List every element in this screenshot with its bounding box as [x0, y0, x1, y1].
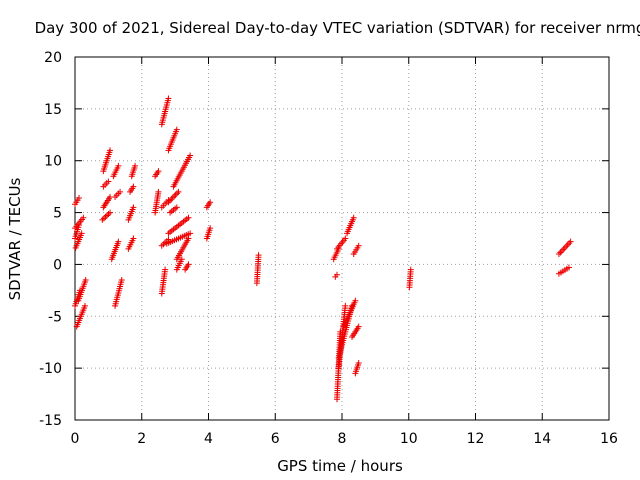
x-tick-label: 14 — [533, 431, 551, 447]
x-axis-label: GPS time / hours — [277, 457, 403, 475]
y-tick-label: 5 — [53, 206, 62, 222]
y-tick-label: -5 — [48, 309, 62, 325]
data-point — [155, 188, 162, 195]
data-point — [115, 162, 122, 169]
data-point — [172, 191, 179, 198]
data-point — [165, 95, 172, 102]
data-point — [352, 297, 359, 304]
data-point — [171, 193, 178, 200]
data-point — [350, 214, 357, 221]
x-tick-label: 12 — [467, 431, 485, 447]
data-point — [107, 147, 114, 154]
data-points — [72, 95, 574, 403]
y-tick-label: 15 — [44, 102, 62, 118]
data-point — [355, 323, 362, 330]
y-tick-label: 20 — [44, 50, 62, 66]
data-point — [185, 214, 192, 221]
y-tick-label: 10 — [44, 154, 62, 170]
data-point — [175, 188, 182, 195]
x-tick-label: 8 — [338, 431, 347, 447]
data-point — [178, 256, 185, 263]
y-tick-labels: -15 -10 -5 0 5 10 15 20 — [39, 50, 62, 429]
chart-title: Day 300 of 2021, Sidereal Day-to-day VTE… — [35, 19, 640, 37]
data-point — [173, 204, 180, 211]
y-axis-label: SDTVAR / TECUs — [6, 177, 24, 300]
x-tick-label: 2 — [137, 431, 146, 447]
data-point — [165, 199, 172, 206]
data-point — [166, 197, 173, 204]
data-point — [117, 188, 124, 195]
data-point — [130, 204, 137, 211]
data-point — [130, 235, 137, 242]
data-point — [130, 183, 137, 190]
data-point — [155, 168, 162, 175]
data-point — [355, 359, 362, 366]
data-point — [107, 209, 114, 216]
data-point — [76, 195, 83, 202]
x-tick-label: 0 — [71, 431, 80, 447]
data-point — [565, 264, 572, 271]
data-point — [342, 302, 349, 309]
data-point — [82, 276, 89, 283]
data-point — [185, 261, 192, 268]
data-point — [78, 230, 85, 237]
data-point — [174, 190, 181, 197]
y-tick-label: 0 — [53, 257, 62, 273]
grid — [75, 57, 609, 420]
y-tick-label: -15 — [39, 413, 62, 429]
data-point — [105, 178, 112, 185]
data-point — [173, 126, 180, 133]
data-point — [80, 214, 87, 221]
data-point — [132, 162, 139, 169]
data-point — [162, 266, 169, 273]
data-point — [185, 235, 192, 242]
data-point — [407, 266, 414, 273]
data-point — [207, 199, 214, 206]
y-tick-label: -10 — [39, 361, 62, 377]
data-point — [107, 194, 114, 201]
x-tick-label: 4 — [204, 431, 213, 447]
data-point — [118, 276, 125, 283]
data-point — [187, 230, 194, 237]
x-tick-label: 16 — [600, 431, 618, 447]
data-point — [187, 152, 194, 159]
data-point — [169, 194, 176, 201]
data-point — [207, 225, 214, 232]
data-point — [342, 235, 349, 242]
data-point — [567, 238, 574, 245]
data-point — [333, 271, 340, 278]
data-point — [168, 196, 175, 203]
data-point — [255, 252, 262, 259]
x-tick-label: 10 — [400, 431, 418, 447]
data-point — [355, 242, 362, 249]
x-tick-labels: 0 2 4 6 8 10 12 14 16 — [71, 431, 618, 447]
data-point — [82, 302, 89, 309]
x-tick-label: 6 — [271, 431, 280, 447]
data-point — [115, 238, 122, 245]
